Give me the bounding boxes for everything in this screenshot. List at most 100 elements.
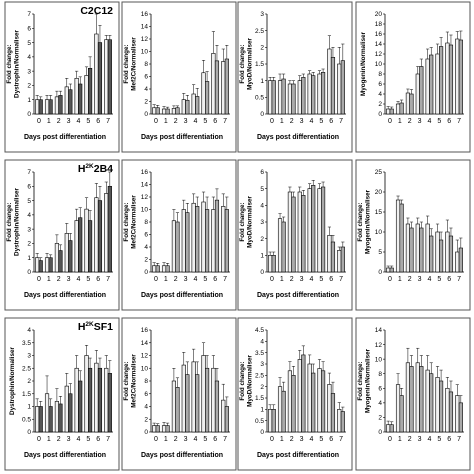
y-tick-label: 6 xyxy=(144,232,148,239)
x-tick-label: 5 xyxy=(437,118,441,125)
bar-s0-d6 xyxy=(327,235,332,273)
y-tick-label: 10 xyxy=(141,49,149,56)
x-tick-label: 5 xyxy=(319,436,323,443)
x-axis-label: Days post differentiation xyxy=(24,292,106,299)
y-tick-label: 2 xyxy=(260,45,264,52)
x-tick-label: 3 xyxy=(300,276,304,283)
bar-s0-d5 xyxy=(435,231,440,273)
bar-s0-d4 xyxy=(191,202,196,273)
y-tick-label: 0 xyxy=(260,429,264,436)
bar-s1-d7 xyxy=(458,247,463,273)
bar-s0-d4 xyxy=(425,369,430,433)
bar-s0-d4 xyxy=(74,367,79,433)
x-tick-label: 2 xyxy=(174,436,178,443)
x-tick-label: 1 xyxy=(280,436,284,443)
x-tick-label: 2 xyxy=(408,436,412,443)
y-tick-label: 20 xyxy=(375,11,383,18)
bar-s0-d7 xyxy=(337,250,342,273)
bar-s1-d2 xyxy=(291,375,296,433)
bar-s1-d2 xyxy=(175,387,180,433)
x-tick-label: 6 xyxy=(329,118,333,125)
bar-s0-d0 xyxy=(268,255,273,273)
x-tick-label: 7 xyxy=(457,118,461,125)
y-tick-label: 5 xyxy=(260,186,264,193)
y-tick-label: 1 xyxy=(260,407,264,414)
y-tick-label: 7 xyxy=(27,11,31,18)
bar-s1-d3 xyxy=(301,77,306,115)
y-tick-label: 3 xyxy=(260,361,264,368)
bar-s1-d7 xyxy=(224,406,229,433)
x-axis-label: Days post differentiation xyxy=(257,134,339,141)
bar-s1-d2 xyxy=(58,95,63,115)
x-tick-label: 1 xyxy=(398,118,402,125)
bar-s0-d3 xyxy=(297,191,302,273)
bar-s1-d4 xyxy=(311,185,316,273)
bar-s1-d1 xyxy=(48,99,53,115)
y-axis-label: Fold change:MyoD/Normaliser xyxy=(239,196,254,248)
y-tick-label: 12 xyxy=(375,342,383,349)
bar-s1-d4 xyxy=(78,83,83,115)
x-tick-label: 4 xyxy=(76,118,80,125)
bar-s1-d6 xyxy=(448,235,454,273)
bar-s1-d5 xyxy=(439,239,444,273)
bar-s1-d3 xyxy=(419,227,424,273)
bar-s0-d6 xyxy=(94,33,99,115)
x-tick-label: 4 xyxy=(427,276,431,283)
bar-s1-d4 xyxy=(78,217,83,273)
panel-title: H2KSF1 xyxy=(78,321,113,333)
x-tick-label: 2 xyxy=(290,436,294,443)
bar-s0-d7 xyxy=(104,39,109,115)
bar-s0-d2 xyxy=(54,243,59,273)
panel-title: C2C12 xyxy=(80,5,113,17)
y-axis-label: Myogenin/Normaliser xyxy=(360,31,367,96)
y-tick-label: 3 xyxy=(260,219,264,226)
x-tick-label: 4 xyxy=(76,276,80,283)
bar-s0-d6 xyxy=(211,367,216,433)
x-tick-label: 4 xyxy=(193,118,197,125)
bar-s0-d0 xyxy=(386,108,391,115)
bar-s1-d3 xyxy=(68,89,73,115)
bar-s0-d3 xyxy=(415,73,420,115)
y-tick-label: 14 xyxy=(375,41,383,48)
x-tick-label: 4 xyxy=(427,118,431,125)
x-tick-label: 7 xyxy=(106,276,110,283)
bar-s0-d1 xyxy=(395,103,401,115)
x-tick-label: 5 xyxy=(437,436,441,443)
bar-s1-d1 xyxy=(281,221,286,273)
x-tick-label: 7 xyxy=(223,276,227,283)
x-tick-label: 7 xyxy=(106,436,110,443)
bar-s1-d1 xyxy=(165,108,170,115)
bar-s1-d7 xyxy=(107,185,112,273)
x-tick-label: 4 xyxy=(309,118,313,125)
bar-s1-d1 xyxy=(48,406,53,433)
x-tick-label: 6 xyxy=(96,436,100,443)
bar-s1-d5 xyxy=(205,367,210,433)
bar-s0-d1 xyxy=(44,257,50,273)
bar-s1-d2 xyxy=(409,93,414,115)
y-tick-label: 0 xyxy=(260,111,264,118)
x-tick-label: 1 xyxy=(164,436,168,443)
bar-s1-d6 xyxy=(97,200,103,273)
x-axis-label: Days post differentiation xyxy=(141,134,223,141)
bar-s1-d2 xyxy=(291,83,296,115)
bar-s1-d0 xyxy=(389,108,394,115)
bar-s1-d5 xyxy=(88,367,93,433)
x-axis-label: Days post differentiation xyxy=(24,134,106,141)
y-axis-label: Fold change:Myogenin/Normaliser xyxy=(357,189,372,254)
x-tick-label: 0 xyxy=(37,276,41,283)
bar-s1-d4 xyxy=(78,380,83,433)
x-tick-label: 2 xyxy=(290,118,294,125)
bar-s0-d1 xyxy=(277,386,283,433)
y-tick-label: 20 xyxy=(375,189,383,196)
bar-s0-d2 xyxy=(54,96,59,115)
x-tick-label: 7 xyxy=(223,118,227,125)
bar-s0-d1 xyxy=(161,108,167,115)
x-tick-label: 5 xyxy=(203,118,207,125)
bar-s0-d6 xyxy=(211,209,216,273)
bar-s0-d3 xyxy=(181,99,186,115)
y-tick-label: 3 xyxy=(260,11,264,18)
